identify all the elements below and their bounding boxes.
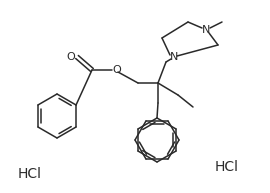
Text: O: O: [113, 65, 122, 75]
Text: HCl: HCl: [215, 160, 239, 174]
Text: N: N: [202, 25, 210, 35]
Text: O: O: [67, 52, 75, 62]
Text: HCl: HCl: [18, 167, 42, 181]
Text: N: N: [170, 52, 178, 62]
